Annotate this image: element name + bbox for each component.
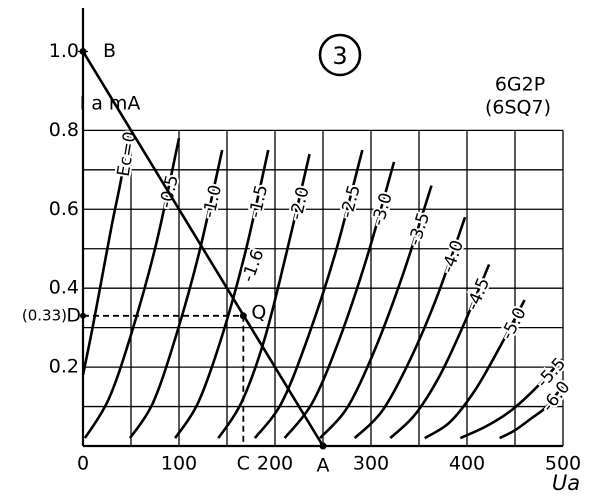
chart-title: 6G2P: [495, 74, 545, 96]
characteristic-curve: [174, 149, 270, 439]
curve-label: -2.5: [337, 183, 365, 220]
curve-label: -1.5: [245, 183, 272, 220]
curve-label: -3.5: [405, 210, 434, 248]
x-tick-label: 200: [257, 453, 293, 475]
y-tick-label: 1.0: [49, 40, 79, 62]
figure-number: 3: [332, 42, 347, 70]
curve-label: -2.0: [287, 185, 314, 222]
point-label: Q: [251, 301, 266, 323]
load-line: [81, 50, 325, 447]
curve-label: -4.0: [438, 238, 468, 276]
curve-label: -5.0: [498, 304, 531, 343]
characteristic-curve: [83, 137, 181, 439]
x-tick-label: 0: [77, 453, 89, 475]
q-grid-label: -1.6: [238, 247, 268, 285]
y-tick-label: 0.2: [49, 356, 79, 378]
x-tick-label: 400: [449, 453, 485, 475]
characteristic-curve: [283, 161, 396, 439]
c-label: C: [237, 453, 250, 475]
key-point: [79, 47, 87, 55]
characteristic-curve: [128, 149, 224, 439]
point-label: A: [317, 455, 330, 477]
characteristic-curve: [459, 358, 564, 440]
d-label: D: [66, 304, 81, 326]
characteristic-curve: [217, 153, 311, 439]
characteristic-curve: [499, 386, 564, 440]
characteristic-curve: [424, 299, 526, 440]
figure-circle: [318, 33, 362, 77]
characteristic-curve: [81, 130, 131, 376]
y-tick-label: 0.8: [49, 119, 79, 141]
characteristic-curve: [353, 216, 467, 440]
characteristic-curve: [319, 185, 433, 439]
characteristic-curve: [253, 149, 364, 439]
key-point: [319, 442, 327, 450]
x-tick-label: 300: [353, 453, 389, 475]
y-tick-label: 0.4: [49, 277, 79, 299]
point-label: B: [103, 40, 116, 62]
y-tick-label: 0.6: [49, 198, 79, 220]
x-tick-label: 500: [545, 453, 581, 475]
characteristic-curve: [389, 264, 491, 440]
y-axis-label: I a mA: [80, 93, 141, 115]
x-tick-label: 100: [161, 453, 197, 475]
q-value-label: (0.33): [22, 306, 67, 324]
curve-label: -3.0: [368, 191, 396, 228]
x-axis-label: Ua: [552, 471, 580, 495]
d-point: [80, 312, 86, 319]
curve-label: -1.0: [199, 183, 226, 220]
chart-subtitle: (6SQ7): [485, 97, 551, 119]
